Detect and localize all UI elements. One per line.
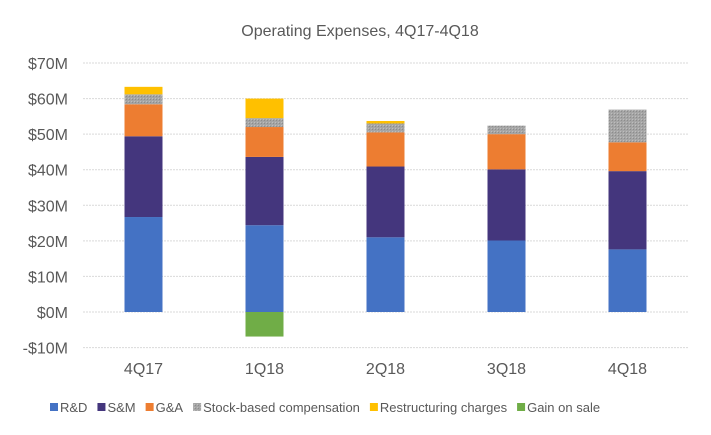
bar-segment-r-d-4q17: [124, 217, 163, 312]
bar-segment-s-m-4q18: [608, 171, 647, 250]
y-tick-label: $30M: [28, 198, 68, 215]
x-tick-label: 4Q18: [608, 361, 647, 378]
legend-label: Gain on sale: [527, 400, 600, 415]
y-tick-label: $0M: [37, 305, 68, 322]
bar-segment-stock-based-compensation-3q18: [487, 125, 526, 135]
y-tick-label: $20M: [28, 234, 68, 251]
x-tick-label: 4Q17: [124, 361, 163, 378]
bar-segment-restructuring-charges-2q18: [366, 120, 405, 124]
y-tick-label: $40M: [28, 163, 68, 180]
bar-segment-gain-on-sale-1q18: [245, 312, 284, 337]
bar-segment-restructuring-charges-4q17: [124, 86, 163, 95]
legend-swatch: [97, 403, 106, 411]
bar-segment-s-m-2q18: [366, 166, 405, 238]
legend-label: Stock-based compensation: [203, 400, 360, 415]
y-tick-label: -$10M: [23, 341, 68, 358]
bar-segment-r-d-3q18: [487, 240, 526, 312]
bar-segment-r-d-1q18: [245, 225, 284, 312]
legend-label: S&M: [107, 400, 135, 415]
x-tick-label: 3Q18: [487, 361, 526, 378]
legend-label: R&D: [60, 400, 87, 415]
bar-segment-r-d-4q18: [608, 249, 647, 312]
legend-swatch: [517, 403, 526, 411]
x-tick-label: 1Q18: [245, 361, 284, 378]
y-tick-label: $10M: [28, 269, 68, 286]
bar-segment-s-m-1q18: [245, 156, 284, 226]
bar-segment-s-m-4q17: [124, 136, 163, 218]
bar-segment-stock-based-compensation-1q18: [245, 118, 284, 128]
bar-segment-stock-based-compensation-4q17: [124, 94, 163, 105]
chart-title: Operating Expenses, 4Q17-4Q18: [241, 23, 479, 40]
bar-segment-stock-based-compensation-2q18: [366, 123, 405, 133]
x-tick-label: 2Q18: [366, 361, 405, 378]
legend-swatch: [50, 403, 58, 411]
bar-segment-s-m-3q18: [487, 169, 526, 241]
bar-segment-g-a-1q18: [245, 127, 284, 157]
y-tick-label: $50M: [28, 127, 68, 144]
legend-swatch: [369, 403, 378, 411]
bar-segment-g-a-2q18: [366, 132, 405, 167]
y-tick-label: $70M: [28, 56, 68, 73]
bar-segment-r-d-2q18: [366, 237, 405, 312]
bar-segment-g-a-3q18: [487, 134, 526, 170]
legend-label: Restructuring charges: [380, 400, 508, 415]
legend-swatch: [145, 403, 154, 411]
bar-segment-g-a-4q17: [124, 104, 163, 137]
legend-label: G&A: [156, 400, 184, 415]
bar-segment-g-a-4q18: [608, 142, 647, 172]
bar-segment-stock-based-compensation-4q18: [608, 109, 647, 143]
bar-segment-restructuring-charges-1q18: [245, 98, 284, 119]
y-tick-label: $60M: [28, 92, 68, 109]
legend-swatch: [193, 403, 202, 411]
